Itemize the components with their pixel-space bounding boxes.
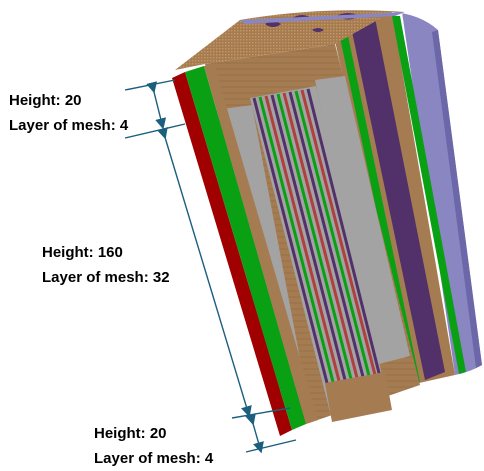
annotation-bottom: Height: 20 Layer of mesh: 4: [94, 421, 213, 471]
annotation-middle: Height: 160 Layer of mesh: 32: [42, 240, 170, 290]
annotation-bottom-mesh: Layer of mesh: 4: [94, 446, 213, 471]
annotation-top-mesh: Layer of mesh: 4: [9, 113, 128, 138]
annotation-bottom-height: Height: 20: [94, 421, 213, 446]
annotation-middle-mesh: Layer of mesh: 32: [42, 265, 170, 290]
annotation-middle-height: Height: 160: [42, 240, 170, 265]
annotation-top-height: Height: 20: [9, 88, 128, 113]
annotation-top: Height: 20 Layer of mesh: 4: [9, 88, 128, 138]
